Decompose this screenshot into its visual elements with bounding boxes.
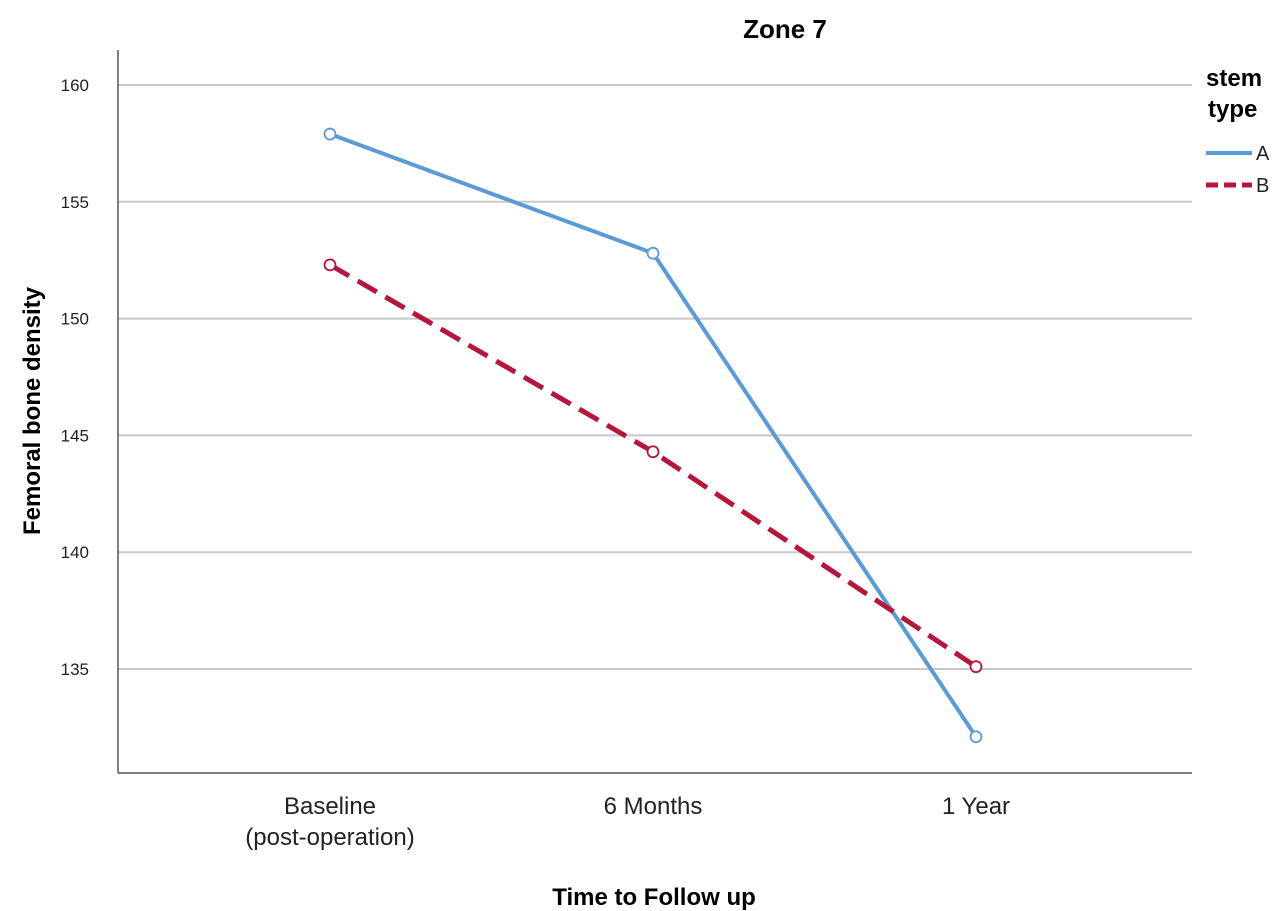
legend-title-line-2: type — [1208, 96, 1257, 123]
x-axis-label: Time to Follow up — [552, 884, 756, 911]
series-a-point — [969, 730, 983, 744]
series-b-line — [328, 262, 978, 669]
axes — [117, 50, 1192, 774]
legend-items: AB — [1206, 143, 1270, 197]
y-tick-label: 160 — [61, 76, 89, 95]
y-axis-label: Femoral bone density — [19, 286, 46, 535]
gridlines — [118, 84, 1192, 670]
legend-label-a: A — [1256, 143, 1270, 165]
y-tick-label: 155 — [61, 193, 89, 212]
y-tick-label: 140 — [61, 543, 89, 562]
y-tick-label: 135 — [61, 660, 89, 679]
x-tick-label: 1 Year — [942, 793, 1010, 820]
series-a-point — [646, 246, 660, 260]
series-a-point — [323, 127, 337, 141]
y-tick-label: 150 — [61, 310, 89, 329]
x-tick-label: Baseline (post-operation) — [245, 793, 414, 851]
series-b-point — [969, 660, 983, 674]
series-b-point — [646, 445, 660, 459]
legend-title-line-1: stem — [1206, 65, 1262, 92]
series — [323, 127, 983, 744]
series-b-point — [323, 258, 337, 272]
legend-label-b: B — [1256, 175, 1269, 197]
x-tick-labels: Baseline (post-operation) 6 Months 1 Year — [245, 793, 1010, 851]
y-tick-labels: 135 140 145 150 155 160 — [61, 76, 89, 679]
legend: stem type AB — [1206, 65, 1270, 197]
x-tick-label: 6 Months — [604, 793, 703, 820]
chart-title: Zone 7 — [743, 14, 827, 44]
y-tick-label: 145 — [61, 426, 89, 445]
